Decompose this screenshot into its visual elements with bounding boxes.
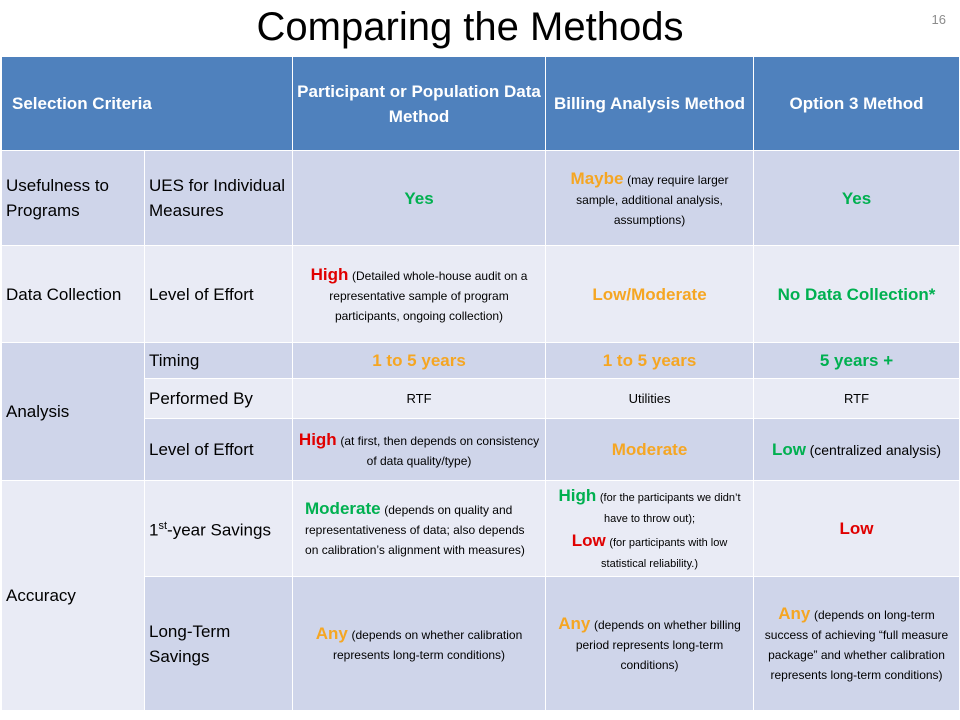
- row-accuracy-long-term: Long-Term Savings Any (depends on whethe…: [2, 576, 960, 711]
- value-text: 5 years +: [819, 351, 894, 370]
- cell-data-collection-method-2: Low/Moderate: [545, 245, 755, 343]
- cell-long-term-method-1: Any (depends on whether calibration repr…: [292, 576, 547, 711]
- value-text: Yes: [841, 188, 872, 208]
- row-usefulness: Usefulness to Programs UES for Individua…: [1, 150, 960, 246]
- header-selection-criteria: Selection Criteria: [0, 56, 294, 151]
- cell-data-collection-method-3: No Data Collection*: [753, 245, 960, 343]
- note-text: (Detailed whole-house audit on a represe…: [329, 268, 528, 323]
- cell-first-year-method-2: High (for the participants we didn’t hav…: [545, 480, 755, 577]
- sub-superscript: st: [158, 520, 168, 533]
- criterion-usefulness: Usefulness to Programs: [1, 150, 145, 246]
- subcriterion-performed-by: Performed By: [143, 378, 294, 419]
- note-text-low: (for participants with low statistical r…: [601, 536, 728, 570]
- value-text: Any: [778, 604, 811, 623]
- value-text: Low: [839, 519, 874, 538]
- note-text: (depends on long-term success of achievi…: [764, 608, 949, 682]
- cell-first-year-method-1: Moderate (depends on quality and represe…: [292, 480, 547, 577]
- row-analysis-performed-by: Performed By RTF Utilities RTF: [2, 378, 960, 419]
- value-text: 1 to 5 years: [602, 351, 697, 370]
- cell-long-term-method-3: Any (depends on long-term success of ach…: [753, 576, 960, 711]
- value-text: 1 to 5 years: [372, 351, 466, 370]
- criterion-data-collection: Data Collection: [1, 245, 145, 343]
- slide-number: 16: [931, 12, 946, 27]
- header-method-3: Option 3 Method: [753, 56, 960, 151]
- cell-analysis-effort-method-2: Moderate: [545, 418, 755, 481]
- value-text: Low/Moderate: [592, 284, 707, 304]
- cell-timing-method-3: 5 years +: [753, 342, 960, 379]
- subcriterion-timing: Timing: [143, 342, 294, 379]
- cell-usefulness-method-3: Yes: [753, 150, 960, 246]
- comparison-table: Selection Criteria Participant or Popula…: [0, 56, 960, 711]
- value-text: Yes: [404, 188, 434, 208]
- slide-title: Comparing the Methods: [256, 5, 684, 49]
- value-text: Low: [771, 440, 806, 459]
- sub-suffix: -year Savings: [167, 520, 271, 540]
- value-text: High: [310, 264, 349, 284]
- cell-long-term-method-2: Any (depends on whether billing period r…: [545, 576, 755, 711]
- subcriterion-ues: UES for Individual Measures: [143, 150, 294, 246]
- cell-data-collection-method-1: High (Detailed whole-house audit on a re…: [292, 245, 547, 343]
- value-text: High: [298, 430, 337, 449]
- note-text: (may require larger sample, additional a…: [576, 172, 729, 227]
- note-text: (depends on whether billing period repre…: [575, 618, 741, 672]
- value-text: Maybe: [570, 168, 624, 188]
- value-text-low: Low: [571, 530, 606, 550]
- criterion-accuracy: Accuracy: [1, 480, 145, 711]
- subcriterion-long-term-savings: Long-Term Savings: [143, 576, 294, 711]
- cell-timing-method-1: 1 to 5 years: [292, 342, 547, 379]
- row-accuracy-first-year: Accuracy 1st-year Savings Moderate (depe…: [1, 480, 960, 711]
- row-analysis-timing: Analysis Timing 1 to 5 years 1 to 5 year…: [1, 342, 960, 481]
- value-text: Any: [315, 624, 348, 643]
- cell-performed-by-method-3: RTF: [753, 378, 960, 419]
- cell-analysis-effort-method-1: High (at first, then depends on consiste…: [292, 418, 547, 481]
- header-method-1: Participant or Population Data Method: [292, 56, 547, 151]
- row-analysis-effort: Level of Effort High (at first, then dep…: [2, 418, 960, 481]
- note-text-high: (for the participants we didn’t have to …: [599, 491, 741, 525]
- subcriterion-first-year-savings: 1st-year Savings: [143, 480, 294, 577]
- cell-timing-method-2: 1 to 5 years: [545, 342, 755, 379]
- value-text: Moderate: [305, 499, 381, 518]
- cell-first-year-method-3: Low: [753, 480, 960, 577]
- value-text: Any: [558, 614, 591, 633]
- criterion-analysis: Analysis: [1, 342, 145, 481]
- value-text-high: High: [558, 485, 597, 505]
- cell-usefulness-method-2: Maybe (may require larger sample, additi…: [545, 150, 755, 246]
- cell-performed-by-method-2: Utilities: [545, 378, 755, 419]
- sub-prefix: 1: [149, 520, 159, 540]
- row-data-collection: Data Collection Level of Effort High (De…: [1, 245, 960, 343]
- note-text: (at first, then depends on consistency o…: [340, 434, 540, 468]
- cell-usefulness-method-1: Yes: [292, 150, 547, 246]
- value-text: No Data Collection*: [777, 284, 936, 304]
- note-text: (centralized analysis): [809, 442, 942, 458]
- note-text: (depends on whether calibration represen…: [332, 628, 523, 662]
- note-text: (depends on quality and representativene…: [305, 503, 525, 557]
- header-method-2: Billing Analysis Method: [545, 56, 755, 151]
- subcriterion-level-of-effort: Level of Effort: [143, 245, 294, 343]
- cell-performed-by-method-1: RTF: [292, 378, 547, 419]
- value-text: Moderate: [611, 440, 688, 459]
- header-row: Selection Criteria Participant or Popula…: [0, 56, 960, 151]
- subcriterion-level-of-effort: Level of Effort: [143, 418, 294, 481]
- cell-analysis-effort-method-3: Low (centralized analysis): [753, 418, 960, 481]
